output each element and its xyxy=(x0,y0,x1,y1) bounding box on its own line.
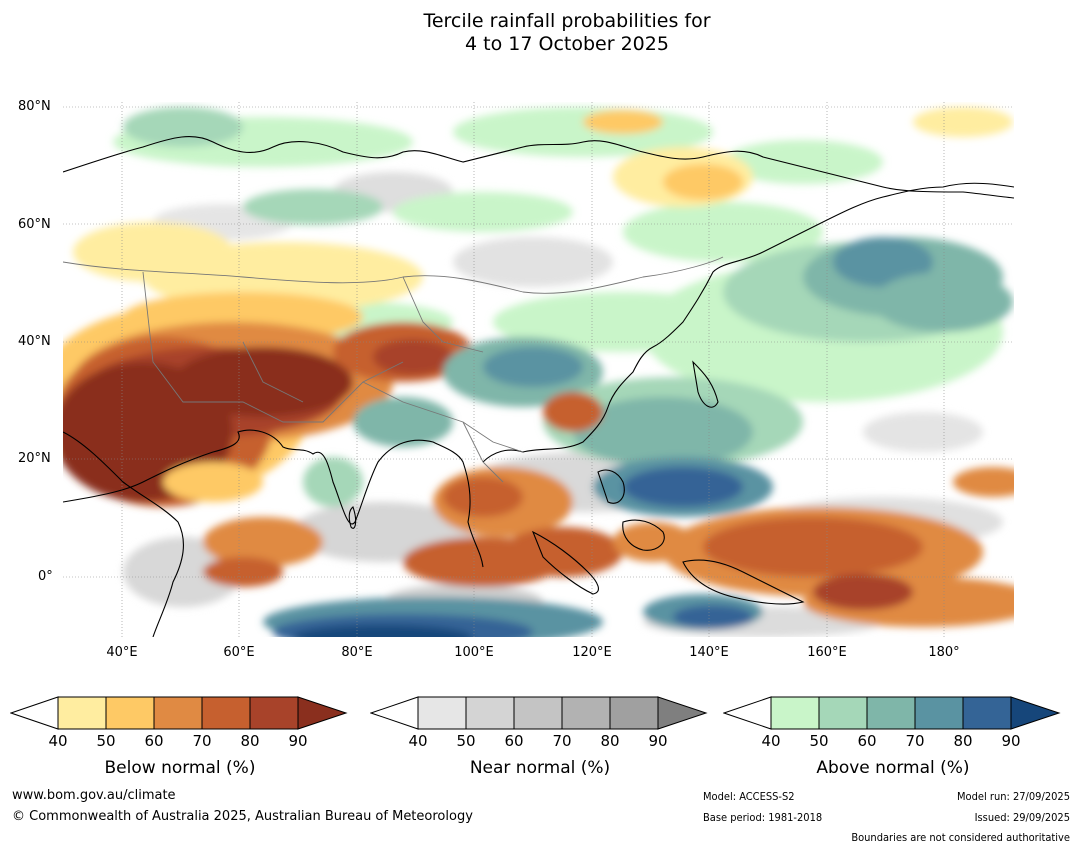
colorbar-above-title: Above normal (%) xyxy=(816,758,970,778)
cbar-tick: 70 xyxy=(192,732,212,750)
colorbar-above-normal xyxy=(722,696,1063,736)
graticule xyxy=(63,102,1014,637)
cbar-tick: 90 xyxy=(1001,732,1021,750)
cbar-tick: 50 xyxy=(456,732,476,750)
cbar-tick: 80 xyxy=(240,732,260,750)
colorbar-cell xyxy=(153,696,203,730)
colorbar-near-cells xyxy=(417,696,708,730)
colorbar-cell xyxy=(57,696,107,730)
lon-label-40e: 40°E xyxy=(106,645,138,660)
lat-label-80n: 80°N xyxy=(18,99,51,114)
lon-label-140e: 140°E xyxy=(689,645,729,660)
rainfall-probability-field xyxy=(63,107,1014,637)
coastlines xyxy=(63,136,1014,637)
colorbar-near-normal xyxy=(369,696,710,736)
cbar-tick: 50 xyxy=(96,732,116,750)
cbar-tick: 90 xyxy=(288,732,308,750)
colorbar-extend-arrow xyxy=(1010,696,1061,730)
cbar-tick: 60 xyxy=(144,732,164,750)
colorbar-cell xyxy=(513,696,563,730)
colorbar-above-normal-swatches xyxy=(722,696,1061,730)
cbar-tick: 60 xyxy=(857,732,877,750)
map-title: Tercile rainfall probabilities for 4 to … xyxy=(0,10,1081,56)
colorbar-cell xyxy=(866,696,916,730)
map-canvas xyxy=(63,102,1014,637)
model-text: Model: ACCESS-S2 xyxy=(703,790,795,803)
lon-label-100e: 100°E xyxy=(454,645,494,660)
lon-label-180: 180° xyxy=(928,645,960,660)
colorbar-cell xyxy=(770,696,820,730)
cbar-tick: 40 xyxy=(408,732,428,750)
colorbar-cell xyxy=(818,696,868,730)
colorbar-near-title: Near normal (%) xyxy=(469,758,611,778)
lat-label-0: 0° xyxy=(38,569,53,584)
title-line-2: 4 to 17 October 2025 xyxy=(465,33,669,55)
colorbar-below-normal xyxy=(9,696,350,736)
colorbar-below-normal-swatches xyxy=(9,696,348,730)
lon-label-120e: 120°E xyxy=(572,645,612,660)
cbar-tick: 50 xyxy=(809,732,829,750)
base-period-text: Base period: 1981-2018 xyxy=(703,811,823,824)
lat-label-40n: 40°N xyxy=(18,334,51,349)
lon-label-80e: 80°E xyxy=(341,645,373,660)
lon-label-160e: 160°E xyxy=(807,645,847,660)
colorbar-above-cells xyxy=(770,696,1061,730)
colorbar-near-normal-swatches xyxy=(369,696,708,730)
cbar-tick: 60 xyxy=(504,732,524,750)
probability-map xyxy=(63,102,1014,637)
cbar-tick: 80 xyxy=(600,732,620,750)
colorbar-cell xyxy=(249,696,299,730)
country-borders xyxy=(63,256,724,483)
colorbar-cell xyxy=(105,696,155,730)
cbar-tick: 40 xyxy=(761,732,781,750)
colorbar-cell xyxy=(561,696,611,730)
colorbar-cell xyxy=(962,696,1012,730)
model-run-text: Model run: 27/09/2025 xyxy=(957,790,1070,803)
lat-label-60n: 60°N xyxy=(18,217,51,232)
colorbar-below-cells xyxy=(57,696,348,730)
colorbar-extend-arrow xyxy=(657,696,708,730)
issued-text: Issued: 29/09/2025 xyxy=(974,811,1070,824)
disclaimer-text: Boundaries are not considered authoritat… xyxy=(851,831,1070,844)
colorbar-cell xyxy=(201,696,251,730)
website-link[interactable]: www.bom.gov.au/climate xyxy=(12,788,176,803)
cbar-tick: 80 xyxy=(953,732,973,750)
copyright-text: © Commonwealth of Australia 2025, Austra… xyxy=(12,809,473,824)
colorbar-below-title: Below normal (%) xyxy=(104,758,256,778)
colorbar-cell xyxy=(465,696,515,730)
title-line-1: Tercile rainfall probabilities for xyxy=(423,10,711,32)
cbar-tick: 40 xyxy=(48,732,68,750)
colorbar-cell xyxy=(914,696,964,730)
colorbar-cell xyxy=(417,696,467,730)
lat-label-20n: 20°N xyxy=(18,451,51,466)
cbar-tick: 70 xyxy=(552,732,572,750)
lon-label-60e: 60°E xyxy=(223,645,255,660)
colorbar-cell xyxy=(609,696,659,730)
cbar-tick: 90 xyxy=(648,732,668,750)
colorbar-extend-arrow xyxy=(297,696,348,730)
cbar-tick: 70 xyxy=(905,732,925,750)
